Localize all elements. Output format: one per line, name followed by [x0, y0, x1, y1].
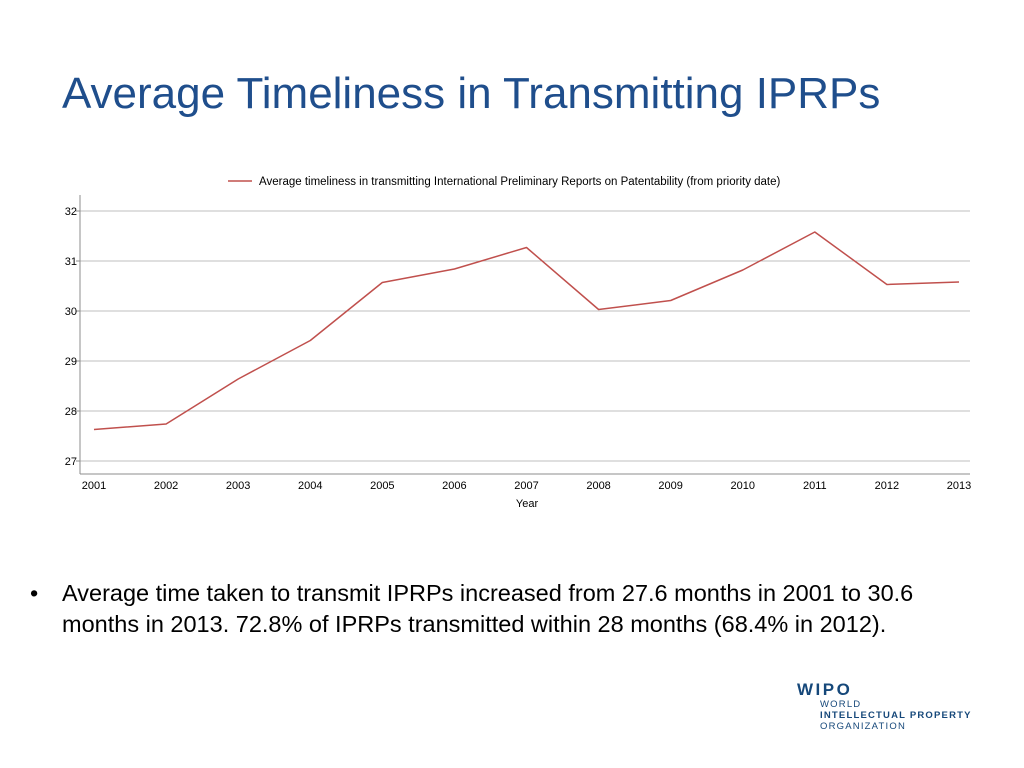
x-tick-label: 2010 [731, 480, 755, 492]
chart-gridlines [80, 210, 970, 462]
wipo-logo: WIPO WORLD INTELLECTUAL PROPERTY ORGANIZ… [797, 681, 997, 735]
x-tick-label: 2006 [442, 480, 466, 492]
y-tick-label: 32 [65, 206, 77, 218]
slide-title: Average Timeliness in Transmitting IPRPs [62, 69, 881, 118]
y-tick-label: 28 [65, 406, 77, 418]
line-chart: Average timeliness in transmitting Inter… [65, 176, 971, 510]
x-tick-label: 2009 [658, 480, 682, 492]
chart-axes [79, 195, 970, 475]
x-tick-label: 2013 [947, 480, 971, 492]
x-axis-ticks: 2001 2002 2003 2004 2005 2006 2007 2008 2009 2010… [82, 480, 971, 492]
x-tick-label: 2012 [875, 480, 899, 492]
x-tick-label: 2008 [586, 480, 610, 492]
bullet-mark: • [30, 580, 39, 606]
summary-bullet: • Average time taken to transmit IPRPs i… [30, 578, 930, 640]
logo-line-organization: ORGANIZATION [820, 721, 907, 732]
y-tick-label: 31 [65, 256, 77, 268]
y-axis-ticks: 27 28 29 30 31 32 [65, 206, 80, 468]
series-line [93, 231, 960, 431]
chart-series [93, 231, 960, 431]
logo-line-intellectual-property: INTELLECTUAL PROPERTY [820, 710, 972, 721]
x-tick-label: 2007 [514, 480, 538, 492]
x-axis-label: Year [516, 498, 539, 510]
y-tick-label: 30 [65, 306, 77, 318]
x-tick-label: 2005 [370, 480, 394, 492]
x-tick-label: 2002 [154, 480, 178, 492]
x-tick-label: 2004 [298, 480, 322, 492]
chart-legend: Average timeliness in transmitting Inter… [228, 176, 781, 188]
logo-wordmark: WIPO [797, 680, 853, 699]
y-tick-label: 29 [65, 356, 77, 368]
summary-text: Average time taken to transmit IPRPs inc… [62, 580, 914, 637]
chart-svg: Average timeliness in transmitting Inter… [65, 176, 971, 510]
y-tick-label: 27 [65, 456, 77, 468]
x-tick-label: 2011 [803, 480, 827, 492]
logo-line-world: WORLD [820, 699, 862, 710]
x-tick-label: 2003 [226, 480, 250, 492]
legend-label: Average timeliness in transmitting Inter… [259, 176, 781, 188]
x-tick-label: 2001 [82, 480, 106, 492]
